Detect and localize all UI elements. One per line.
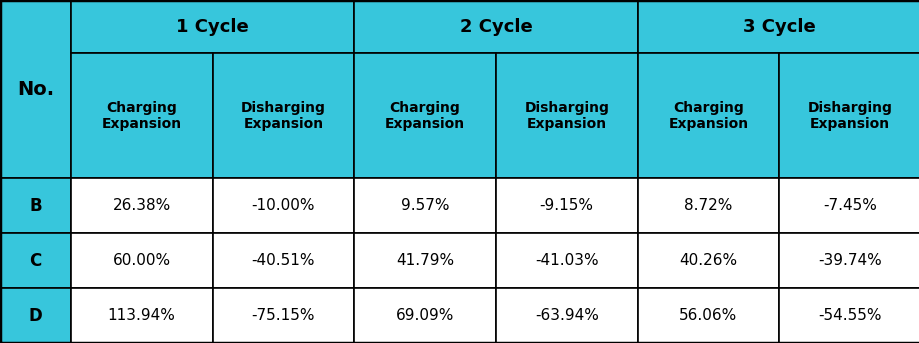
Text: D: D bbox=[28, 307, 42, 324]
Text: -75.15%: -75.15% bbox=[251, 308, 315, 323]
Bar bbox=[637, 178, 778, 233]
Text: 9.57%: 9.57% bbox=[401, 198, 448, 213]
Text: 113.94%: 113.94% bbox=[108, 308, 176, 323]
Text: Disharging
Expansion: Disharging Expansion bbox=[807, 100, 891, 131]
Bar bbox=[637, 53, 778, 178]
Bar bbox=[354, 288, 495, 343]
Text: 41.79%: 41.79% bbox=[395, 253, 454, 268]
Text: 40.26%: 40.26% bbox=[678, 253, 737, 268]
Bar bbox=[71, 288, 212, 343]
Text: 69.09%: 69.09% bbox=[395, 308, 454, 323]
Bar bbox=[495, 178, 637, 233]
Text: No.: No. bbox=[17, 80, 54, 99]
Text: Disharging
Expansion: Disharging Expansion bbox=[241, 100, 325, 131]
Bar bbox=[212, 178, 354, 233]
Text: C: C bbox=[29, 252, 41, 270]
Bar bbox=[0, 0, 71, 178]
Bar bbox=[71, 53, 212, 178]
Bar bbox=[354, 53, 495, 178]
Bar bbox=[212, 288, 354, 343]
Text: 26.38%: 26.38% bbox=[112, 198, 171, 213]
Text: 3 Cycle: 3 Cycle bbox=[742, 17, 815, 36]
Text: -10.00%: -10.00% bbox=[251, 198, 315, 213]
Text: -40.51%: -40.51% bbox=[251, 253, 315, 268]
Text: Charging
Expansion: Charging Expansion bbox=[101, 100, 182, 131]
Bar bbox=[495, 233, 637, 288]
Text: -39.74%: -39.74% bbox=[817, 253, 881, 268]
Text: -41.03%: -41.03% bbox=[534, 253, 598, 268]
Text: 8.72%: 8.72% bbox=[684, 198, 732, 213]
Text: Charging
Expansion: Charging Expansion bbox=[667, 100, 748, 131]
Bar bbox=[354, 233, 495, 288]
Bar bbox=[0, 233, 71, 288]
Bar bbox=[0, 178, 71, 233]
Bar bbox=[637, 288, 778, 343]
Bar bbox=[71, 178, 212, 233]
Bar bbox=[71, 0, 354, 53]
Text: Disharging
Expansion: Disharging Expansion bbox=[524, 100, 608, 131]
Text: 2 Cycle: 2 Cycle bbox=[459, 17, 532, 36]
Bar bbox=[495, 53, 637, 178]
Bar bbox=[495, 288, 637, 343]
Bar bbox=[354, 0, 637, 53]
Text: -54.55%: -54.55% bbox=[817, 308, 881, 323]
Bar bbox=[0, 288, 71, 343]
Text: 56.06%: 56.06% bbox=[678, 308, 737, 323]
Text: 60.00%: 60.00% bbox=[112, 253, 171, 268]
Bar bbox=[778, 178, 919, 233]
Text: Charging
Expansion: Charging Expansion bbox=[384, 100, 465, 131]
Bar bbox=[778, 233, 919, 288]
Bar bbox=[212, 53, 354, 178]
Text: B: B bbox=[29, 197, 41, 215]
Bar bbox=[778, 53, 919, 178]
Bar bbox=[778, 288, 919, 343]
Text: -7.45%: -7.45% bbox=[823, 198, 876, 213]
Bar bbox=[637, 0, 919, 53]
Bar bbox=[71, 233, 212, 288]
Bar bbox=[637, 233, 778, 288]
Text: -9.15%: -9.15% bbox=[539, 198, 593, 213]
Bar bbox=[354, 178, 495, 233]
Bar bbox=[212, 233, 354, 288]
Text: 1 Cycle: 1 Cycle bbox=[176, 17, 249, 36]
Text: -63.94%: -63.94% bbox=[534, 308, 598, 323]
